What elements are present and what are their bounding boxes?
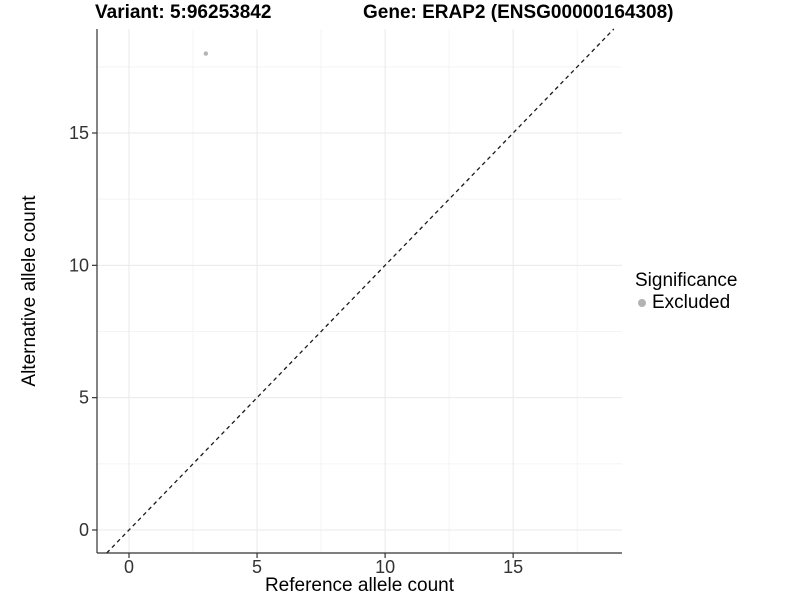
legend-key-dot-icon — [638, 299, 646, 307]
legend: Significance Excluded — [635, 270, 737, 314]
x-tick-label: 0 — [124, 557, 134, 577]
y-tick-label: 15 — [69, 123, 89, 143]
x-axis-title: Reference allele count — [264, 575, 455, 596]
y-tick-label: 10 — [69, 255, 89, 275]
legend-item-excluded: Excluded — [635, 292, 737, 314]
data-point — [203, 51, 209, 56]
x-tick-label: 15 — [503, 557, 523, 577]
legend-item-label: Excluded — [652, 292, 731, 313]
legend-title: Significance — [635, 270, 738, 291]
plot-title-gene: Gene: ERAP2 (ENSG00000164308) — [363, 2, 674, 23]
x-tick-label: 5 — [252, 557, 262, 577]
identity-dashed-line — [106, 28, 615, 554]
y-tick-label: 5 — [79, 388, 89, 408]
y-tick-label: 0 — [79, 520, 89, 540]
x-tick-label: 10 — [375, 557, 395, 577]
y-axis-title: Alternative allele count — [19, 195, 40, 387]
plot-title-variant: Variant: 5:96253842 — [95, 2, 272, 23]
